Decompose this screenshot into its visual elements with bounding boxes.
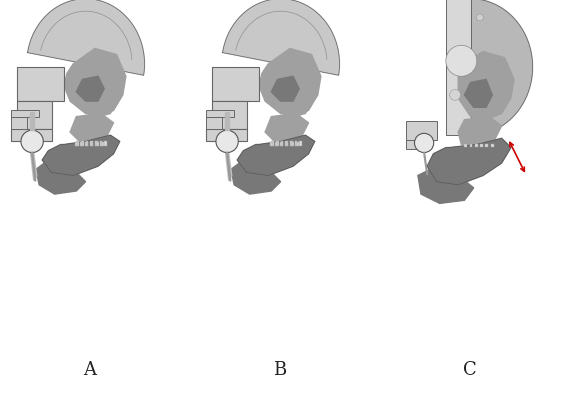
Bar bbox=[91, 142, 94, 146]
Polygon shape bbox=[64, 48, 126, 117]
Bar bbox=[406, 140, 427, 149]
Bar bbox=[95, 141, 98, 146]
Polygon shape bbox=[223, 0, 339, 75]
Bar bbox=[85, 142, 88, 146]
Polygon shape bbox=[42, 135, 120, 175]
Bar bbox=[491, 144, 493, 147]
Bar bbox=[85, 141, 88, 146]
Bar bbox=[96, 142, 99, 146]
Bar bbox=[11, 117, 27, 129]
Bar bbox=[295, 141, 297, 146]
Bar bbox=[469, 144, 472, 147]
Bar bbox=[290, 141, 293, 146]
Bar bbox=[281, 141, 284, 146]
Bar bbox=[17, 67, 64, 101]
Bar bbox=[275, 142, 278, 146]
Circle shape bbox=[450, 89, 461, 100]
Bar bbox=[206, 117, 222, 129]
Polygon shape bbox=[281, 85, 311, 117]
Bar bbox=[446, 0, 471, 135]
Bar bbox=[486, 144, 488, 147]
Bar bbox=[206, 129, 246, 141]
Bar bbox=[296, 142, 299, 146]
Bar bbox=[276, 141, 279, 146]
Bar bbox=[213, 101, 246, 129]
Bar bbox=[285, 142, 288, 146]
Text: C: C bbox=[463, 361, 477, 379]
Polygon shape bbox=[471, 0, 533, 135]
Polygon shape bbox=[458, 117, 501, 145]
Circle shape bbox=[446, 45, 477, 76]
Bar bbox=[75, 142, 77, 146]
Polygon shape bbox=[237, 135, 315, 175]
Polygon shape bbox=[271, 76, 299, 101]
Bar bbox=[11, 110, 39, 117]
Bar bbox=[291, 142, 293, 146]
Circle shape bbox=[21, 130, 44, 152]
Polygon shape bbox=[30, 112, 34, 130]
Polygon shape bbox=[464, 80, 492, 107]
Polygon shape bbox=[225, 112, 229, 130]
Polygon shape bbox=[418, 169, 474, 203]
Circle shape bbox=[216, 130, 238, 152]
Polygon shape bbox=[36, 160, 85, 194]
Polygon shape bbox=[259, 48, 321, 117]
Polygon shape bbox=[31, 152, 37, 180]
Bar bbox=[406, 121, 436, 140]
Bar bbox=[101, 142, 104, 146]
Bar bbox=[206, 110, 234, 117]
Bar bbox=[271, 141, 274, 146]
Bar bbox=[11, 129, 52, 141]
Bar bbox=[90, 141, 93, 146]
Polygon shape bbox=[427, 138, 511, 185]
Bar bbox=[80, 142, 83, 146]
Polygon shape bbox=[85, 85, 117, 117]
Text: B: B bbox=[274, 361, 286, 379]
Circle shape bbox=[414, 133, 433, 152]
Circle shape bbox=[476, 14, 483, 21]
Bar bbox=[280, 142, 283, 146]
Bar bbox=[104, 141, 107, 146]
Polygon shape bbox=[70, 113, 113, 141]
Bar bbox=[81, 141, 84, 146]
Bar bbox=[17, 101, 52, 129]
Polygon shape bbox=[265, 113, 309, 141]
Polygon shape bbox=[231, 160, 281, 194]
Bar bbox=[480, 144, 483, 147]
Bar bbox=[76, 141, 79, 146]
Polygon shape bbox=[27, 0, 145, 75]
Bar bbox=[270, 142, 272, 146]
Polygon shape bbox=[225, 152, 232, 180]
Bar bbox=[99, 141, 102, 146]
Bar bbox=[475, 144, 478, 147]
Text: A: A bbox=[84, 361, 96, 379]
Bar bbox=[213, 67, 259, 101]
Polygon shape bbox=[76, 76, 104, 101]
Polygon shape bbox=[458, 52, 514, 120]
Bar bbox=[285, 141, 288, 146]
Bar bbox=[464, 144, 467, 147]
Bar bbox=[299, 141, 302, 146]
